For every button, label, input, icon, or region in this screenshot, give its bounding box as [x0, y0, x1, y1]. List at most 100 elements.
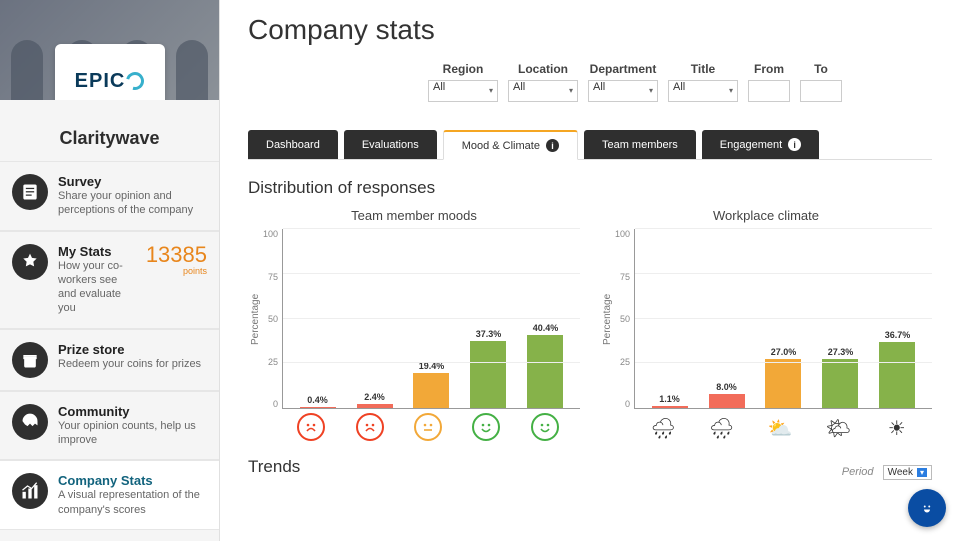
info-icon: i	[546, 139, 559, 152]
bar-col: 0.4%	[295, 395, 341, 408]
bar-label: 40.4%	[533, 323, 559, 333]
gridline	[635, 318, 932, 319]
filter-value: All	[593, 81, 605, 93]
nav-desc: Redeem your coins for prizes	[58, 357, 207, 371]
weather-icon: 🌧	[648, 413, 678, 443]
period-label: Period	[842, 466, 874, 478]
help-button[interactable]	[908, 489, 946, 527]
brand-name: Claritywave	[0, 128, 219, 149]
bar-label: 1.1%	[659, 394, 680, 404]
nav-title: Prize store	[58, 342, 207, 357]
gridline	[635, 362, 932, 363]
title-select[interactable]: All▾	[668, 80, 738, 102]
mood-icon	[531, 413, 559, 441]
to-input[interactable]	[800, 80, 842, 102]
sidebar-item-company-stats[interactable]: Company StatsA visual representation of …	[0, 460, 219, 530]
bar-col: 27.3%	[817, 347, 863, 408]
gridline	[635, 228, 932, 229]
tab-team-members[interactable]: Team members	[584, 130, 696, 159]
bar-col: 40.4%	[522, 323, 568, 408]
bar-label: 8.0%	[716, 382, 737, 392]
location-select[interactable]: All▾	[508, 80, 578, 102]
ytick: 0	[615, 399, 630, 409]
sidebar-item-survey[interactable]: SurveyShare your opinion and perceptions…	[0, 161, 219, 231]
bar-col: 1.1%	[647, 394, 693, 408]
period-select[interactable]: Week▾	[883, 465, 932, 480]
nav-icon	[12, 404, 48, 440]
nav-desc: Share your opinion and perceptions of th…	[58, 189, 207, 218]
bar-col: 2.4%	[352, 392, 398, 408]
tab-label: Evaluations	[362, 139, 419, 151]
info-icon: i	[788, 138, 801, 151]
nav-icon	[12, 473, 48, 509]
nav-title: Community	[58, 404, 207, 419]
section-title-distribution: Distribution of responses	[248, 178, 932, 198]
ytick: 100	[615, 229, 630, 239]
nav-icon	[12, 174, 48, 210]
bar	[413, 373, 449, 408]
sidebar: EPIC Claritywave SurveyShare your opinio…	[0, 0, 220, 541]
bar	[822, 359, 858, 408]
bar	[357, 404, 393, 408]
hero-image: EPIC	[0, 0, 219, 100]
department-select[interactable]: All▾	[588, 80, 658, 102]
filter-value: All	[513, 81, 525, 93]
main-content: Company stats RegionAll▾LocationAll▾Depa…	[220, 0, 960, 541]
bar	[709, 394, 745, 408]
mood-icon	[356, 413, 384, 441]
nav-desc: A visual representation of the company's…	[58, 488, 207, 517]
bar-label: 27.0%	[771, 347, 797, 357]
tab-label: Team members	[602, 139, 678, 151]
sidebar-item-my-stats[interactable]: My StatsHow your co-workers see and eval…	[0, 231, 219, 329]
tab-dashboard[interactable]: Dashboard	[248, 130, 338, 159]
filters-row: RegionAll▾LocationAll▾DepartmentAll▾Titl…	[428, 62, 932, 102]
gridline	[283, 228, 580, 229]
weather-icon: 🌧	[707, 413, 737, 443]
nav-title: My Stats	[58, 244, 136, 259]
tab-evaluations[interactable]: Evaluations	[344, 130, 437, 159]
period-control: Period Week▾	[842, 466, 932, 478]
ytick: 25	[263, 357, 278, 367]
gridline	[635, 273, 932, 274]
bar-label: 36.7%	[885, 330, 911, 340]
filter-department: Department All▾	[588, 62, 658, 102]
gridline	[283, 362, 580, 363]
from-input[interactable]	[748, 80, 790, 102]
tab-label: Dashboard	[266, 139, 320, 151]
chart-climate-ylabel: Percentage	[600, 229, 615, 409]
gridline	[283, 318, 580, 319]
nav-desc: How your co-workers see and evaluate you	[58, 259, 136, 316]
points-label: points	[146, 266, 207, 276]
bar	[765, 359, 801, 408]
logo: EPIC	[55, 44, 165, 100]
bar	[300, 407, 336, 408]
bar-col: 27.0%	[760, 347, 806, 408]
filter-from: From	[748, 62, 790, 102]
filter-region: RegionAll▾	[428, 62, 498, 102]
points-badge: 13385points	[146, 244, 207, 276]
region-select[interactable]: All▾	[428, 80, 498, 102]
weather-icon: 🌤	[823, 413, 853, 443]
filter-value: All	[433, 81, 445, 93]
sidebar-item-prize-store[interactable]: Prize storeRedeem your coins for prizes	[0, 329, 219, 391]
bar	[879, 342, 915, 408]
sidebar-item-community[interactable]: CommunityYour opinion counts, help us im…	[0, 391, 219, 461]
filter-label: From	[748, 62, 790, 76]
tabs: Dashboard Evaluations Mood & Climate i Team …	[248, 130, 932, 160]
tab-label: Engagement	[720, 139, 782, 151]
bar	[470, 341, 506, 408]
nav-desc: Your opinion counts, help us improve	[58, 419, 207, 448]
filter-label: To	[800, 62, 842, 76]
chart-climate: Workplace climate Percentage 1007550250 …	[600, 208, 932, 443]
tab-engagement[interactable]: Engagement i	[702, 130, 819, 159]
bar-label: 0.4%	[307, 395, 328, 405]
bar-label: 37.3%	[476, 329, 502, 339]
tab-mood-climate[interactable]: Mood & Climate i	[443, 130, 578, 160]
nav-title: Survey	[58, 174, 207, 189]
weather-icon: ⛅	[765, 413, 795, 443]
tab-label: Mood & Climate	[462, 140, 540, 152]
ytick: 75	[263, 272, 278, 282]
filter-label: Department	[588, 62, 658, 76]
bar-col: 37.3%	[465, 329, 511, 408]
chart-climate-plot: 1.1% 8.0% 27.0% 27.3% 36.7%	[634, 229, 932, 409]
